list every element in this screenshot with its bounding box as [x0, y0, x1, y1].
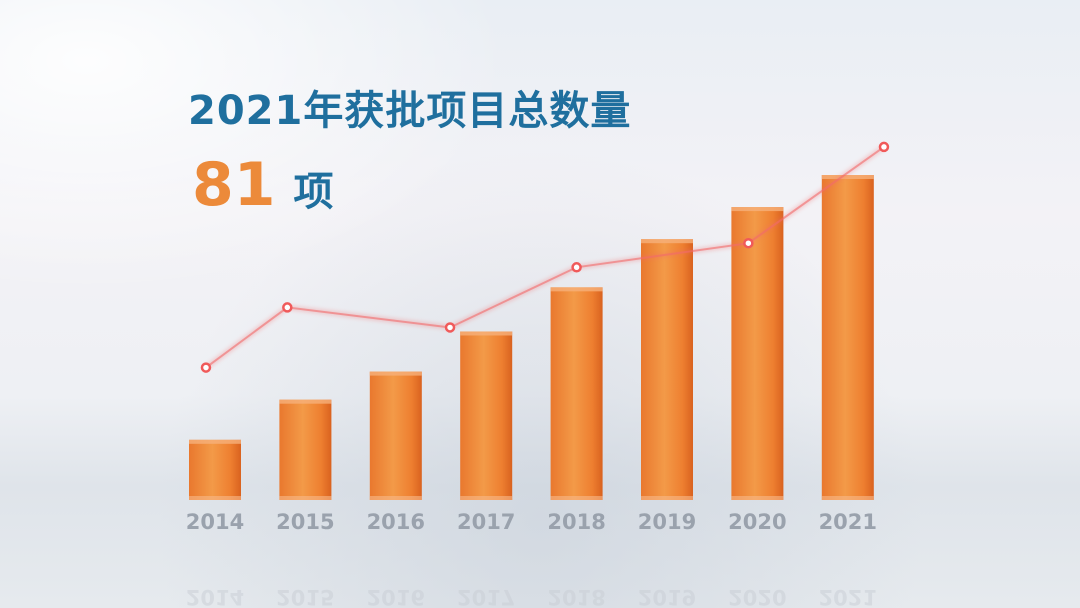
bar-2021: [821, 175, 874, 500]
bar-top-2016: [369, 371, 422, 376]
bar-2020: [731, 207, 784, 501]
bar-2015: [279, 399, 332, 500]
trend-point: [282, 302, 293, 313]
x-tick-label: 2014: [186, 510, 244, 534]
bar-2014: [189, 439, 241, 500]
page-title: 2021年获批项目总数量: [188, 88, 632, 134]
bar-base-2021: [821, 496, 874, 500]
x-tick-label: 2016: [367, 510, 425, 534]
bar-base-2017: [460, 496, 513, 500]
x-tick-reflection: 2014: [186, 585, 244, 608]
trend-point: [571, 262, 582, 273]
x-tick-label: 2021: [819, 510, 877, 534]
x-tick-reflection: 2018: [547, 585, 605, 608]
trend-point: [444, 322, 456, 333]
bar-base-2016: [369, 496, 422, 500]
trend-line: [205, 146, 885, 369]
bar-base-2014: [189, 496, 241, 500]
bar-top-2017: [460, 331, 513, 336]
x-tick-reflection: 2021: [819, 585, 877, 608]
x-tick-reflection: 2019: [638, 585, 696, 608]
bar-base-2018: [550, 496, 603, 500]
total-value: 81: [192, 150, 276, 220]
trend-point: [200, 362, 212, 373]
bar-2017: [460, 331, 513, 500]
x-tick-label: 2017: [457, 510, 515, 534]
bar-2016: [369, 371, 422, 500]
x-tick-label: 2018: [547, 510, 605, 534]
bar-top-2020: [731, 207, 784, 212]
x-tick-label: 2020: [728, 510, 786, 534]
bar-top-2014: [189, 439, 241, 444]
x-tick-reflection: 2015: [276, 585, 334, 608]
bar-top-2021: [821, 175, 874, 179]
bar-top-2018: [550, 287, 603, 292]
bar-base-2019: [641, 496, 693, 500]
trend-point: [743, 237, 754, 249]
trend-point: [878, 141, 890, 153]
bar-base-2015: [279, 496, 332, 500]
x-tick-reflection: 2016: [367, 585, 425, 608]
x-tick-reflection: 2020: [728, 585, 786, 608]
x-tick-reflection: 2017: [457, 585, 515, 608]
bar-top-2015: [279, 399, 332, 404]
bar-top-2019: [641, 239, 693, 244]
bar-2019: [641, 239, 693, 501]
bar-2018: [550, 287, 603, 500]
x-tick-label: 2015: [276, 510, 334, 534]
x-tick-label: 2019: [638, 510, 696, 534]
total-unit: 项: [293, 169, 334, 215]
bar-base-2020: [731, 496, 784, 500]
total-count: 81 项: [192, 150, 334, 220]
